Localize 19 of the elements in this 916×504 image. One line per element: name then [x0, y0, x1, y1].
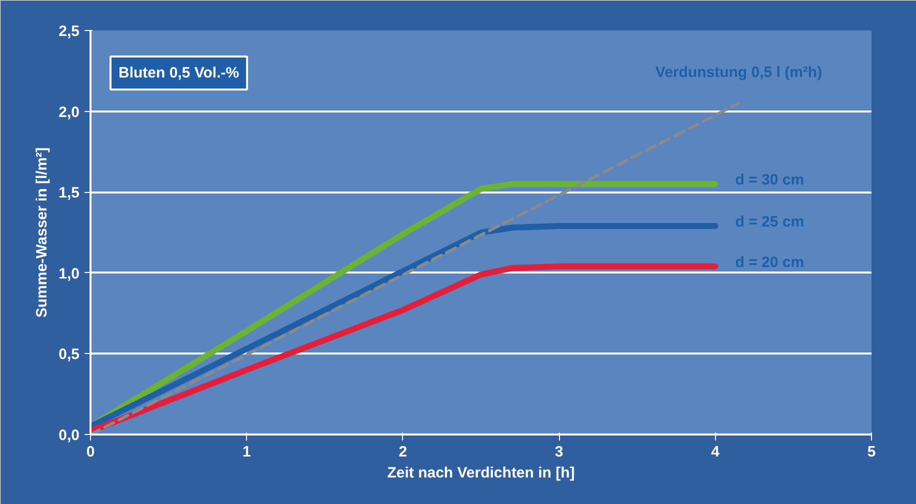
y-axis-title: Summe-Wasser in [l/m²] — [34, 147, 51, 318]
y-tick-label: 0,5 — [58, 346, 80, 364]
annotation: Bluten 0,5 Vol.-% — [118, 64, 240, 82]
y-tick-label: 0,0 — [58, 427, 80, 444]
x-tick-label: 1 — [242, 444, 251, 460]
annotation: Verdunstung 0,5 l (m²h) — [655, 64, 822, 82]
x-tick-label: 5 — [867, 444, 876, 460]
series-label: d = 20 cm — [735, 254, 804, 271]
x-tick-label: 4 — [711, 444, 720, 460]
x-axis-title: Zeit nach Verdichten in [h] — [387, 464, 575, 482]
y-tick-label: 2,5 — [58, 23, 80, 40]
series-label: d = 25 cm — [735, 214, 804, 231]
y-tick-label: 1,5 — [58, 184, 80, 202]
x-tick-label: 2 — [398, 444, 408, 460]
x-tick-label: 3 — [554, 444, 564, 460]
x-tick-label: 0 — [86, 444, 95, 460]
y-tick-label: 2,0 — [58, 104, 80, 121]
series-label: d = 30 cm — [735, 172, 804, 189]
y-tick-label: 1,0 — [58, 265, 80, 282]
